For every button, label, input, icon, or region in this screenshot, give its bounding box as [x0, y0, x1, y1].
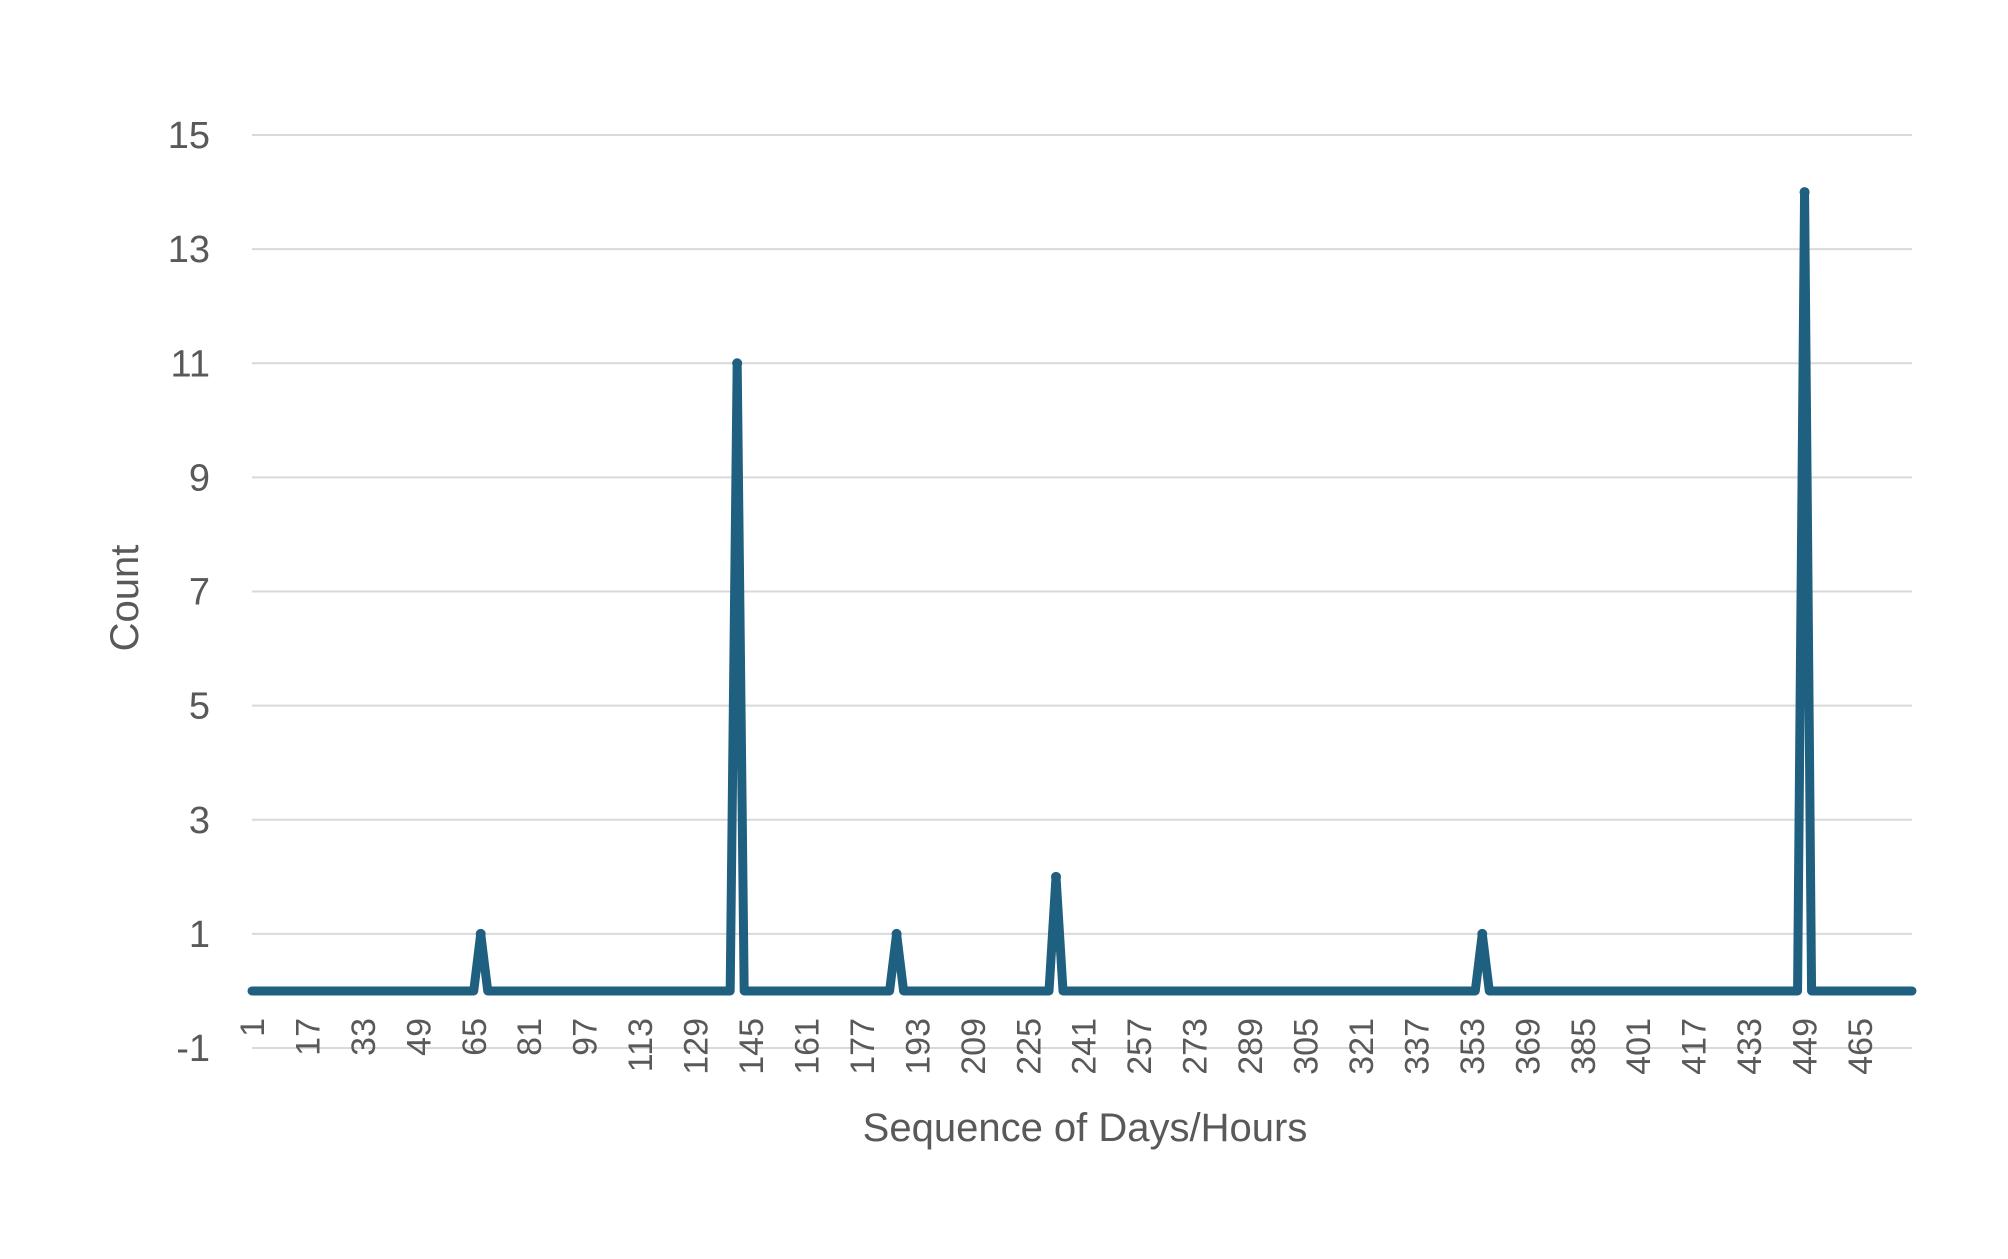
x-tick-label: 17 — [289, 1018, 327, 1056]
x-tick-label: 129 — [678, 1018, 716, 1075]
x-axis-tick-labels: 1 17 33 49 65 81 97 113 129 145 161 177 193 209 225 241… — [234, 1018, 1880, 1075]
x-tick-label: 369 — [1509, 1018, 1547, 1075]
x-axis-label: Sequence of Days/Hours — [863, 1106, 1308, 1150]
x-tick-label: 33 — [345, 1018, 383, 1056]
x-tick-label: 385 — [1565, 1018, 1603, 1075]
y-tick-label: 7 — [189, 572, 210, 614]
y-tick-label: 1 — [189, 914, 210, 956]
x-tick-label: 241 — [1066, 1018, 1104, 1075]
x-tick-label: 433 — [1731, 1018, 1769, 1075]
x-tick-label: 417 — [1676, 1018, 1714, 1075]
gridlines — [252, 134, 1912, 1049]
y-tick-label: 5 — [189, 686, 210, 728]
x-tick-label: 289 — [1232, 1018, 1270, 1075]
y-tick-label: 11 — [171, 343, 210, 385]
x-tick-label: 337 — [1398, 1018, 1436, 1075]
data-point — [1799, 187, 1810, 198]
y-axis-label: Count — [103, 545, 147, 652]
x-tick-label: 145 — [733, 1018, 771, 1075]
data-point — [732, 358, 743, 369]
x-tick-label: 273 — [1177, 1018, 1215, 1075]
data-point — [1051, 871, 1062, 882]
series-line — [247, 187, 1917, 996]
x-tick-label: 209 — [955, 1018, 993, 1075]
data-point — [475, 928, 486, 939]
x-tick-label: 97 — [567, 1018, 605, 1056]
y-tick-label: 13 — [168, 229, 210, 271]
x-tick-label: 1 — [234, 1018, 272, 1037]
y-tick-label: 3 — [189, 800, 210, 842]
y-tick-label: -1 — [176, 1028, 210, 1070]
x-tick-label: 193 — [899, 1018, 937, 1075]
x-tick-label: 81 — [511, 1018, 549, 1056]
series — [247, 187, 1917, 996]
x-tick-label: 49 — [400, 1018, 438, 1056]
x-tick-label: 305 — [1288, 1018, 1326, 1075]
y-tick-label: 15 — [168, 115, 210, 157]
x-tick-label: 449 — [1787, 1018, 1825, 1075]
x-tick-label: 113 — [622, 1018, 660, 1072]
x-tick-label: 177 — [844, 1018, 882, 1075]
x-tick-label: 321 — [1343, 1018, 1381, 1075]
data-point — [891, 928, 902, 939]
data-point — [1477, 928, 1488, 939]
x-tick-label: 65 — [456, 1018, 494, 1056]
x-tick-label: 401 — [1620, 1018, 1658, 1075]
x-tick-label: 225 — [1010, 1018, 1048, 1075]
x-tick-label: 353 — [1454, 1018, 1492, 1075]
x-tick-label: 465 — [1842, 1018, 1880, 1075]
y-tick-label: 9 — [189, 457, 210, 499]
x-tick-label: 161 — [788, 1018, 826, 1075]
x-tick-label: 257 — [1121, 1018, 1159, 1075]
